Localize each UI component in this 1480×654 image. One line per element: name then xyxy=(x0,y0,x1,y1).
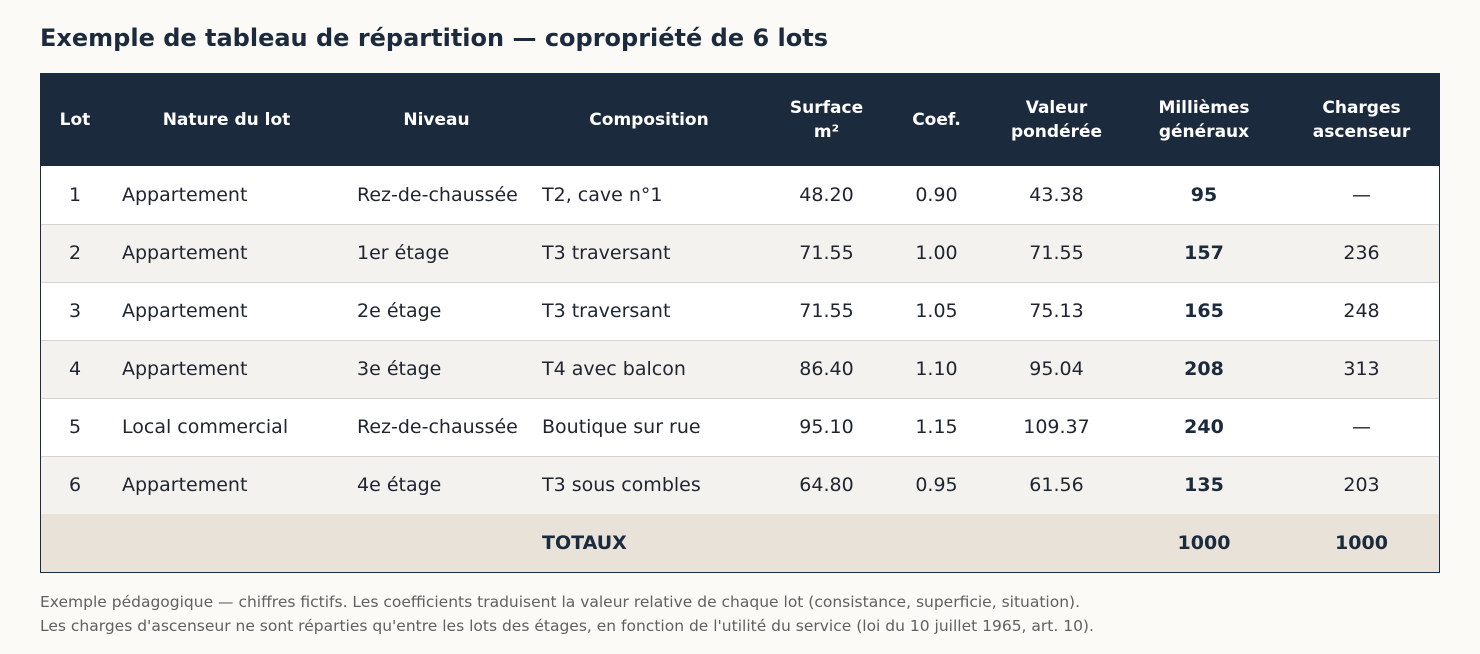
cell-coef: 1.15 xyxy=(884,398,989,457)
cell-nature: Appartement xyxy=(109,224,344,283)
cell-composition: T2, cave n°1 xyxy=(529,166,769,225)
column-header-surface: Surface m² xyxy=(789,98,864,142)
table-row: 3 Appartement 2e étage T3 traversant 71.… xyxy=(41,282,1439,341)
cell-lot: 2 xyxy=(41,224,109,283)
cell-lot: 4 xyxy=(41,340,109,399)
page-title: Exemple de tableau de répartition — copr… xyxy=(40,24,829,52)
cell-ascenseur: 313 xyxy=(1284,340,1439,399)
cell-composition: Boutique sur rue xyxy=(529,398,769,457)
cell-ascenseur: 203 xyxy=(1343,474,1380,497)
column-header-lot: Lot xyxy=(59,110,91,130)
cell-valeur: 75.13 xyxy=(989,282,1124,341)
cell-niveau: 1er étage xyxy=(344,224,529,283)
cell-nature: Local commercial xyxy=(109,398,344,457)
cell-niveau: 3e étage xyxy=(344,340,529,399)
total-milliemes: 1000 xyxy=(1177,532,1231,554)
cell-surface: 48.20 xyxy=(769,166,884,225)
cell-coef: 1.10 xyxy=(884,340,989,399)
column-header-ascenseur: Charges ascenseur xyxy=(1312,98,1411,142)
totals-label: TOTAUX xyxy=(542,532,627,554)
cell-surface: 95.10 xyxy=(769,398,884,457)
cell-lot: 3 xyxy=(41,282,109,341)
cell-nature: Appartement xyxy=(109,282,344,341)
cell-coef: 1.05 xyxy=(884,282,989,341)
cell-surface: 71.55 xyxy=(769,282,884,341)
table-header-row: Lot Nature du lot Niveau Composition Sur… xyxy=(41,74,1439,166)
totals-row: TOTAUX 1000 1000 xyxy=(41,514,1439,572)
table-row: 2 Appartement 1er étage T3 traversant 71… xyxy=(41,224,1439,283)
footnotes: Exemple pédagogique — chiffres fictifs. … xyxy=(40,590,1094,638)
cell-nature: Appartement xyxy=(109,340,344,399)
table-row: 1 Appartement Rez-de-chaussée T2, cave n… xyxy=(41,166,1439,225)
column-header-coef: Coef. xyxy=(912,110,961,130)
column-header-composition: Composition xyxy=(589,110,709,130)
table-row: 4 Appartement 3e étage T4 avec balcon 86… xyxy=(41,340,1439,399)
cell-niveau: 4e étage xyxy=(357,474,442,497)
cell-coef: 0.95 xyxy=(915,474,958,497)
cell-surface: 64.80 xyxy=(799,474,854,497)
table-row: 5 Local commercial Rez-de-chaussée Bouti… xyxy=(41,398,1439,457)
cell-coef: 1.00 xyxy=(884,224,989,283)
cell-lot: 1 xyxy=(41,166,109,225)
column-header-nature: Nature du lot xyxy=(162,110,291,130)
column-header-milliemes: Millièmes généraux xyxy=(1158,98,1250,142)
cell-milliemes: 135 xyxy=(1184,474,1224,497)
cell-composition: T3 sous combles xyxy=(542,474,701,497)
cell-milliemes: 208 xyxy=(1124,340,1284,399)
cell-milliemes: 157 xyxy=(1124,224,1284,283)
cell-composition: T3 traversant xyxy=(529,224,769,283)
cell-valeur: 61.56 xyxy=(1029,474,1084,497)
cell-lot: 5 xyxy=(41,398,109,457)
cell-surface: 86.40 xyxy=(769,340,884,399)
cell-milliemes: 95 xyxy=(1124,166,1284,225)
cell-ascenseur: — xyxy=(1284,398,1439,457)
cell-niveau: Rez-de-chaussée xyxy=(344,166,529,225)
cell-valeur: 109.37 xyxy=(989,398,1124,457)
total-ascenseur: 1000 xyxy=(1335,532,1388,554)
cell-niveau: 2e étage xyxy=(344,282,529,341)
cell-surface: 71.55 xyxy=(769,224,884,283)
repartition-table: Lot Nature du lot Niveau Composition Sur… xyxy=(40,73,1440,573)
cell-nature: Appartement xyxy=(122,474,248,497)
cell-valeur: 43.38 xyxy=(989,166,1124,225)
table-row: 6 Appartement 4e étage T3 sous combles 6… xyxy=(41,456,1439,514)
cell-nature: Appartement xyxy=(109,166,344,225)
cell-ascenseur: 248 xyxy=(1284,282,1439,341)
footnote-line: Les charges d'ascenseur ne sont répartie… xyxy=(40,617,1094,635)
cell-composition: T4 avec balcon xyxy=(529,340,769,399)
cell-milliemes: 240 xyxy=(1124,398,1284,457)
column-header-valeur: Valeur pondérée xyxy=(1010,98,1103,142)
cell-lot: 6 xyxy=(68,474,82,497)
cell-ascenseur: 236 xyxy=(1284,224,1439,283)
footnote-line: Exemple pédagogique — chiffres fictifs. … xyxy=(40,593,1081,611)
cell-milliemes: 165 xyxy=(1124,282,1284,341)
cell-valeur: 71.55 xyxy=(989,224,1124,283)
cell-niveau: Rez-de-chaussée xyxy=(344,398,529,457)
cell-valeur: 95.04 xyxy=(989,340,1124,399)
column-header-niveau: Niveau xyxy=(403,110,470,130)
cell-ascenseur: — xyxy=(1284,166,1439,225)
cell-composition: T3 traversant xyxy=(529,282,769,341)
cell-coef: 0.90 xyxy=(884,166,989,225)
